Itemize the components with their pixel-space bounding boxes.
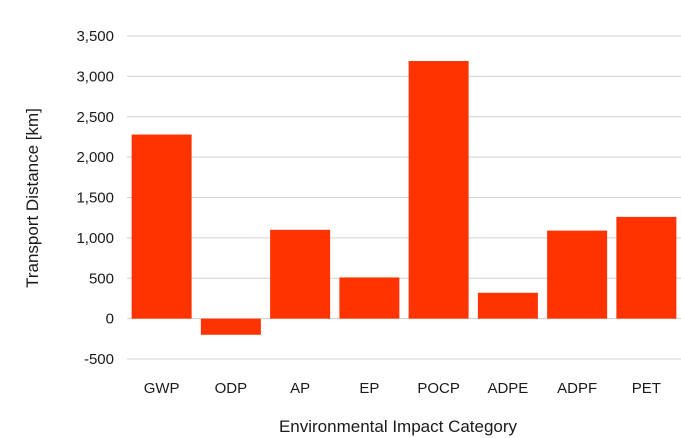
bar-gwp xyxy=(131,134,192,319)
bar-ep xyxy=(339,277,400,319)
x-category-label: POCP xyxy=(417,380,460,397)
bar-pet xyxy=(616,216,677,319)
bar-adpe xyxy=(477,292,538,319)
y-tick-label: -500 xyxy=(84,351,114,368)
x-category-label: GWP xyxy=(144,380,180,397)
bar-ap xyxy=(270,229,331,319)
x-category-label: PET xyxy=(632,380,661,397)
y-tick-label: 2,500 xyxy=(76,109,114,126)
x-axis-categories: GWP ODP AP EP POCP ADPE ADPF PET xyxy=(144,380,661,397)
y-tick-label: 3,500 xyxy=(76,28,114,45)
x-category-label: ADPF xyxy=(557,380,597,397)
y-tick-label: 3,000 xyxy=(76,68,114,85)
y-tick-label: 0 xyxy=(106,311,114,328)
x-axis-title: Environmental Impact Category xyxy=(279,417,518,436)
x-category-label: AP xyxy=(290,380,310,397)
bars xyxy=(131,61,677,335)
y-tick-label: 1,500 xyxy=(76,190,114,207)
y-tick-label: 500 xyxy=(89,270,114,287)
bar-odp xyxy=(200,318,261,335)
y-tick-label: 2,000 xyxy=(76,149,114,166)
x-category-label: ODP xyxy=(215,380,248,397)
bar-adpf xyxy=(547,230,608,319)
y-tick-label: 1,000 xyxy=(76,230,114,247)
y-axis-ticks: -500 0 500 1,000 1,500 2,000 2,500 3,000 3,500 xyxy=(76,28,114,368)
x-category-label: ADPE xyxy=(487,380,528,397)
bar-pocp xyxy=(408,61,469,319)
y-axis-title: Transport Distance [km] xyxy=(23,108,42,288)
x-category-label: EP xyxy=(359,380,379,397)
